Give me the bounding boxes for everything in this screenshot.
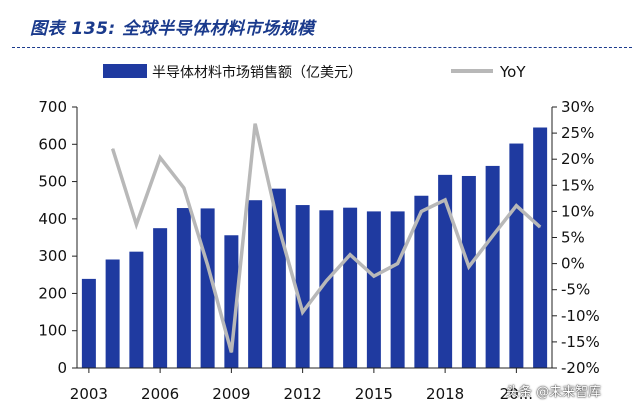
x-tick-label: 2018: [426, 385, 464, 403]
left-tick-label: 200: [38, 284, 67, 302]
right-tick-label: -20%: [561, 359, 600, 377]
right-tick-label: -10%: [561, 307, 600, 325]
right-tick-label: 15%: [561, 176, 594, 194]
yoy-point: [373, 275, 375, 277]
bar-2007: [176, 208, 191, 368]
bar-2020: [485, 165, 500, 368]
yoy-point: [112, 148, 114, 150]
bar-2015: [366, 211, 381, 368]
left-tick-label: 600: [38, 135, 67, 153]
legend-line-label: YoY: [499, 63, 526, 81]
yoy-point: [325, 280, 327, 282]
right-tick-label: 10%: [561, 202, 594, 220]
bar-2019: [461, 175, 476, 368]
right-tick-label: 30%: [561, 98, 594, 116]
legend-bar-label: 半导体材料市场销售额（亿美元）: [152, 64, 362, 81]
yoy-point: [302, 311, 304, 313]
bar-2021: [509, 143, 524, 368]
yoy-point: [539, 226, 541, 228]
right-tick-label: 5%: [561, 229, 585, 247]
x-tick-label: 2009: [212, 385, 250, 403]
x-tick-label: 2003: [70, 385, 108, 403]
left-tick-label: 100: [38, 322, 67, 340]
x-tick-label: 2006: [141, 385, 179, 403]
bar-2014: [343, 207, 358, 368]
x-tick-label: 2015: [355, 385, 393, 403]
yoy-point: [207, 264, 209, 266]
left-tick-label: 0: [57, 359, 67, 377]
yoy-point: [349, 254, 351, 256]
yoy-point: [397, 263, 399, 265]
bar-2005: [129, 251, 144, 368]
right-tick-label: -15%: [561, 333, 600, 351]
yoy-point: [254, 123, 256, 125]
bar-2018: [438, 174, 453, 368]
right-tick-label: 0%: [561, 255, 585, 273]
right-tick-label: 25%: [561, 124, 594, 142]
figure-title: 图表 135: 全球半导体材料市场规模: [30, 19, 315, 39]
yoy-point: [515, 205, 517, 207]
yoy-point: [492, 235, 494, 237]
bar-2010: [248, 200, 263, 368]
x-tick-label: 2012: [284, 385, 322, 403]
yoy-point: [468, 266, 470, 268]
title-divider: [12, 47, 632, 48]
yoy-point: [444, 199, 446, 201]
right-tick-label: 20%: [561, 150, 594, 168]
legend-bar-swatch: [103, 64, 147, 78]
bar-2003: [81, 278, 96, 368]
yoy-point: [230, 351, 232, 353]
left-tick-label: 300: [38, 247, 67, 265]
bar-2004: [105, 259, 120, 368]
right-tick-label: -5%: [561, 281, 590, 299]
bar-2016: [390, 211, 405, 368]
bar-2013: [319, 210, 334, 368]
bar-2022: [533, 127, 548, 368]
bar-2006: [153, 228, 168, 368]
left-tick-label: 400: [38, 210, 67, 228]
yoy-point: [159, 157, 161, 159]
bar-2012: [295, 205, 310, 368]
yoy-point: [420, 210, 422, 212]
left-tick-label: 700: [38, 98, 67, 116]
yoy-point: [135, 223, 137, 225]
left-tick-label: 500: [38, 173, 67, 191]
x-tick-label: 20...: [500, 385, 533, 403]
yoy-point: [183, 187, 185, 189]
yoy-point: [278, 227, 280, 229]
bar-2017: [414, 195, 429, 368]
bar-2011: [271, 188, 286, 368]
watermark: 头条 @未来智库: [506, 385, 602, 400]
